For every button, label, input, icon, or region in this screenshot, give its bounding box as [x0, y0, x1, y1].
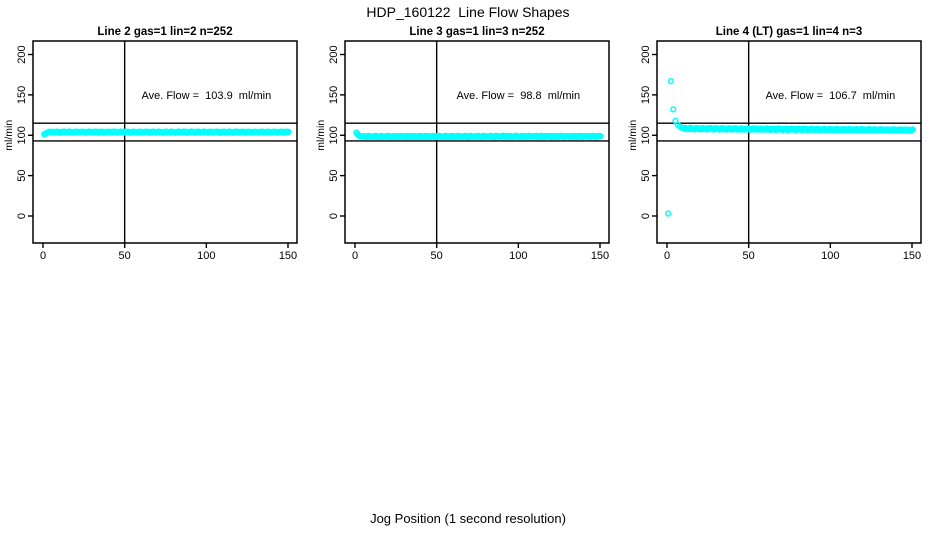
y-axis-title: ml/min — [315, 120, 327, 151]
y-axis-title: ml/min — [3, 120, 15, 151]
x-tick-label: 150 — [279, 250, 297, 262]
x-tick-label: 150 — [591, 250, 609, 262]
y-tick-label: 200 — [16, 45, 28, 63]
panel-title: Line 4 (LT) gas=1 lin=4 n=3 — [716, 26, 862, 38]
plot-box — [32, 40, 298, 244]
x-tick-label: 100 — [509, 250, 527, 262]
y-tick-label: 50 — [16, 170, 28, 182]
y-tick-label: 100 — [640, 126, 652, 144]
y-tick-label: 150 — [640, 86, 652, 104]
flow-panel-1: Line 2 gas=1 lin=2 n=252 0 50 100 150 0 50 100 1… — [3, 26, 298, 262]
x-tick-label: 0 — [664, 250, 670, 262]
y-tick-label: 200 — [640, 45, 652, 63]
x-tick-label: 0 — [40, 250, 46, 262]
y-tick-label: 50 — [640, 170, 652, 182]
y-tick-label: 150 — [328, 86, 340, 104]
x-tick-label: 50 — [743, 250, 755, 262]
y-tick-label: 0 — [16, 213, 28, 219]
panel-title: Line 3 gas=1 lin=3 n=252 — [409, 26, 544, 38]
ave-flow-annotation: Ave. Flow = 106.7 ml/min — [765, 90, 895, 102]
plot-box — [344, 40, 610, 244]
plot-box — [656, 40, 922, 244]
y-tick-label: 150 — [16, 86, 28, 104]
ave-flow-annotation: Ave. Flow = 98.8 ml/min — [457, 90, 581, 102]
main-title: HDP_160122 Line Flow Shapes — [366, 4, 570, 20]
x-tick-label: 150 — [903, 250, 921, 262]
x-tick-label: 100 — [197, 250, 215, 262]
panel-title: Line 2 gas=1 lin=2 n=252 — [97, 26, 232, 38]
y-tick-label: 200 — [328, 45, 340, 63]
x-tick-label: 50 — [119, 250, 131, 262]
panels-row: Line 2 gas=1 lin=2 n=252 0 50 100 150 0 50 100 1… — [0, 20, 936, 265]
data-point — [285, 128, 292, 136]
y-axis-title: ml/min — [627, 120, 639, 151]
data-point — [597, 132, 604, 140]
x-tick-label: 0 — [352, 250, 358, 262]
data-points — [41, 128, 292, 138]
data-point — [667, 77, 675, 85]
y-tick-label: 0 — [640, 213, 652, 219]
x-tick-label: 100 — [821, 250, 839, 262]
data-point — [664, 210, 672, 217]
data-points — [664, 77, 916, 217]
data-points — [353, 129, 604, 141]
y-tick-label: 0 — [328, 213, 340, 219]
flow-panel-3: Line 4 (LT) gas=1 lin=4 n=3 0 50 100 150 0 50 1… — [627, 26, 922, 262]
y-tick-label: 100 — [328, 126, 340, 144]
flow-panel-2: Line 3 gas=1 lin=3 n=252 0 50 100 150 0 50 100 1… — [315, 26, 610, 262]
x-tick-label: 50 — [431, 250, 443, 262]
x-axis-label: Jog Position (1 second resolution) — [370, 511, 566, 526]
ave-flow-annotation: Ave. Flow = 103.9 ml/min — [141, 90, 271, 102]
y-tick-label: 50 — [328, 170, 340, 182]
y-tick-label: 100 — [16, 126, 28, 144]
data-point — [909, 126, 916, 133]
data-point — [670, 106, 677, 113]
